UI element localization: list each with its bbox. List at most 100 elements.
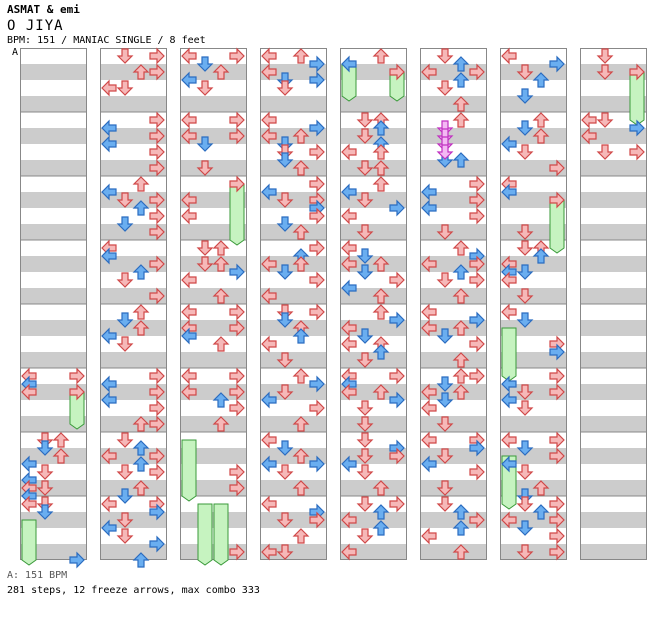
step-arrow-up (452, 320, 470, 336)
beat-band (340, 352, 406, 368)
step-arrow-right (389, 447, 405, 465)
step-arrow-down (116, 80, 134, 96)
step-arrow-left (181, 303, 197, 321)
step-arrow-down (36, 440, 54, 456)
beat-band (180, 384, 246, 400)
step-arrow-right (469, 335, 485, 353)
step-arrow-left (101, 183, 117, 201)
step-arrow-down (516, 464, 534, 480)
beat-band (500, 80, 566, 96)
beat-band (260, 336, 326, 352)
beat-band (420, 240, 486, 256)
step-arrow-left (101, 327, 117, 345)
beat-band (260, 240, 326, 256)
beat-band (500, 288, 566, 304)
beat-band (180, 352, 246, 368)
step-arrow-down (276, 192, 294, 208)
beat-band (20, 96, 86, 112)
beat-band (580, 320, 646, 336)
step-arrow-left (101, 519, 117, 537)
beat-band (100, 80, 166, 96)
step-arrow-down (436, 272, 454, 288)
step-arrow-up (292, 256, 310, 272)
step-arrow-up (292, 368, 310, 384)
step-arrow-right (149, 367, 165, 385)
step-arrow-right (149, 415, 165, 433)
step-arrow-right (149, 207, 165, 225)
beat-band (340, 48, 406, 64)
step-arrow-up (292, 48, 310, 64)
step-arrow-left (501, 511, 517, 529)
step-arrow-down (356, 248, 374, 264)
beat-band (420, 528, 486, 544)
step-arrow-left (181, 127, 197, 145)
beat-band (100, 336, 166, 352)
step-arrow-down (436, 448, 454, 464)
beat-band (260, 368, 326, 384)
step-arrow-up (532, 504, 550, 520)
beat-band (580, 128, 646, 144)
step-arrow-left (341, 239, 357, 257)
step-arrow-down (276, 352, 294, 368)
step-arrow-up (292, 128, 310, 144)
freeze-arrow (229, 183, 245, 246)
beat-band (180, 416, 246, 432)
beat-band (20, 128, 86, 144)
beat-band (20, 464, 86, 480)
step-arrow-down (116, 336, 134, 352)
beat-band (340, 256, 406, 272)
step-arrow-down (196, 136, 214, 152)
step-arrow-up (132, 176, 150, 192)
step-arrow-left (261, 47, 277, 65)
step-arrow-right (149, 255, 165, 273)
beat-band (420, 496, 486, 512)
step-arrow-up (212, 336, 230, 352)
freeze-body (181, 439, 197, 502)
beat-band (260, 432, 326, 448)
step-arrow-right (549, 511, 565, 529)
step-arrow-up (372, 176, 390, 192)
step-arrow-right (149, 47, 165, 65)
beat-band (100, 208, 166, 224)
beat-band (580, 224, 646, 240)
step-arrow-left (421, 63, 437, 81)
step-arrow-down (516, 144, 534, 160)
step-arrow-up (532, 112, 550, 128)
step-arrow-down (356, 432, 374, 448)
step-arrow-left (181, 327, 197, 345)
step-arrow-up (132, 320, 150, 336)
beat-band (500, 176, 566, 192)
beat-band (420, 176, 486, 192)
step-arrow-right (469, 271, 485, 289)
beat-band (260, 192, 326, 208)
step-arrow-right (309, 119, 325, 137)
beat-band (500, 432, 566, 448)
step-arrow-down (516, 520, 534, 536)
beat-band (500, 112, 566, 128)
step-arrow-left (421, 431, 437, 449)
step-arrow-down (356, 192, 374, 208)
step-arrow-left (181, 367, 197, 385)
step-arrow-down (116, 528, 134, 544)
freeze-body (197, 503, 213, 566)
step-arrow-right (469, 63, 485, 81)
beat-band (260, 176, 326, 192)
step-arrow-down (116, 48, 134, 64)
column-border (500, 48, 567, 560)
chart-column (20, 48, 87, 560)
beat-band (20, 208, 86, 224)
step-arrow-down (516, 312, 534, 328)
step-arrow-up (532, 128, 550, 144)
step-arrow-right (469, 439, 485, 457)
step-arrow-up (212, 392, 230, 408)
beat-band (100, 464, 166, 480)
step-arrow-left (501, 391, 517, 409)
beat-band (580, 256, 646, 272)
step-arrow-right (549, 367, 565, 385)
step-arrow-down (116, 312, 134, 328)
beat-band (100, 272, 166, 288)
beat-band (100, 416, 166, 432)
step-arrow-left (341, 55, 357, 73)
beat-band (180, 256, 246, 272)
beat-band (20, 112, 86, 128)
